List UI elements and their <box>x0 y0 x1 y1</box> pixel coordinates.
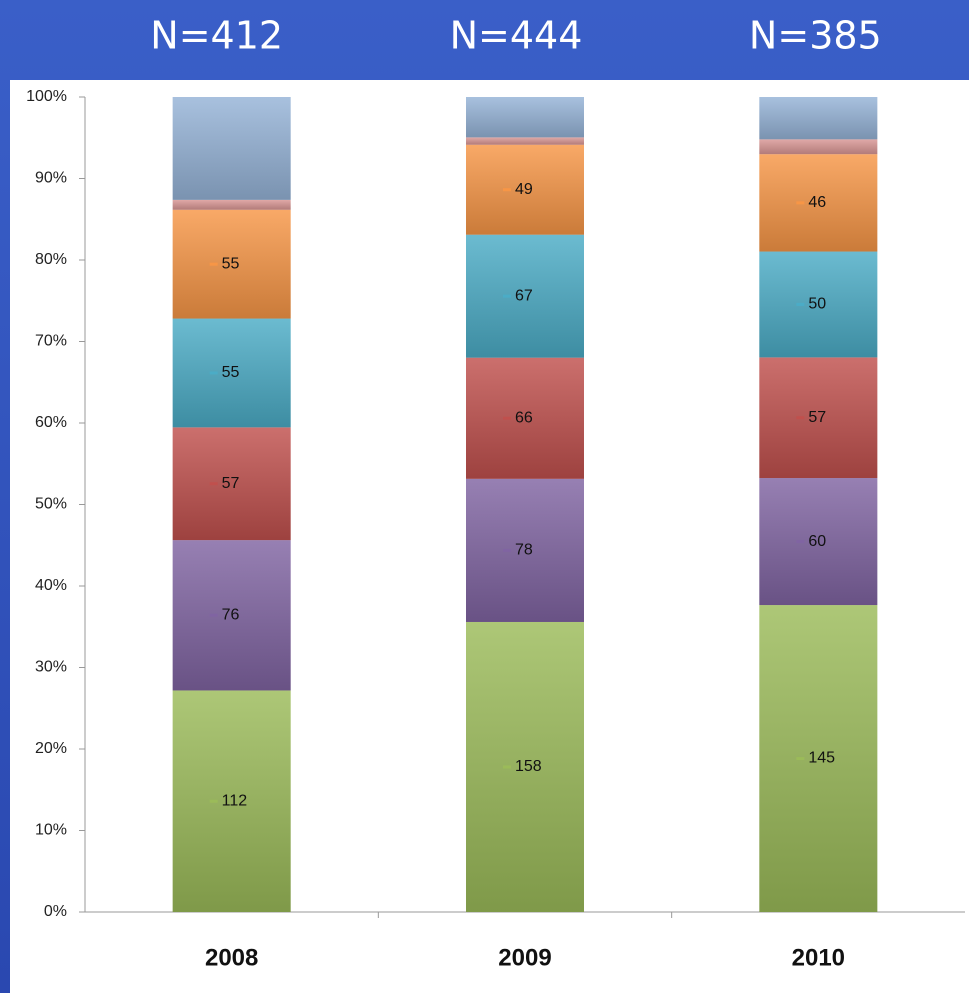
bar-shade <box>466 478 584 622</box>
n-label: N=444 <box>450 14 583 58</box>
data-label: 60 <box>808 533 826 550</box>
y-tick-label: 70% <box>35 333 67 350</box>
bar-shade <box>466 97 584 138</box>
bar-shade <box>466 137 584 145</box>
x-tick-label: 2008 <box>205 944 258 971</box>
bar-shade <box>759 97 878 140</box>
bar-shade <box>466 357 584 479</box>
y-tick-label: 30% <box>35 659 67 676</box>
y-tick-label: 50% <box>35 496 67 513</box>
bar-shade <box>759 251 878 358</box>
data-label: 66 <box>515 409 533 426</box>
bar-shade <box>172 690 291 912</box>
y-tick-label: 80% <box>35 251 67 268</box>
y-tick-label: 60% <box>35 414 67 431</box>
x-tick-label: 2009 <box>498 944 551 971</box>
data-label: 158 <box>515 758 542 775</box>
data-label: 112 <box>222 792 248 809</box>
bar-shade <box>466 621 584 912</box>
bar-shade <box>172 209 291 319</box>
n-label: N=412 <box>150 14 283 58</box>
bar-shade <box>172 97 291 200</box>
y-tick-label: 100% <box>26 88 67 105</box>
bar-shade <box>759 139 878 155</box>
data-label: 57 <box>222 475 240 492</box>
bar-shade <box>759 154 878 252</box>
bar-shade <box>466 234 584 358</box>
data-label: 145 <box>808 750 835 767</box>
data-label: 50 <box>808 296 826 313</box>
bar-shade <box>759 605 878 912</box>
n-label: N=385 <box>749 14 882 58</box>
y-tick-label: 0% <box>44 903 67 920</box>
data-label: 55 <box>222 364 240 381</box>
bar-shade <box>172 199 291 210</box>
bar-shade <box>172 427 291 541</box>
bar-shade <box>172 318 291 428</box>
data-label: 76 <box>222 606 240 623</box>
bar-shade <box>759 357 878 479</box>
bar-shade <box>759 478 878 606</box>
y-tick-label: 20% <box>35 740 67 757</box>
data-label: 46 <box>808 194 826 211</box>
bar-shade <box>466 144 584 235</box>
data-label: 67 <box>515 287 533 304</box>
bar-shade <box>172 540 291 691</box>
y-tick-label: 90% <box>35 170 67 187</box>
y-tick-label: 10% <box>35 822 67 839</box>
x-tick-label: 2010 <box>792 944 845 971</box>
data-label: 55 <box>222 255 240 272</box>
data-label: 78 <box>515 542 533 559</box>
data-label: 49 <box>515 181 533 198</box>
data-label: 57 <box>808 409 826 426</box>
y-tick-label: 40% <box>35 577 67 594</box>
